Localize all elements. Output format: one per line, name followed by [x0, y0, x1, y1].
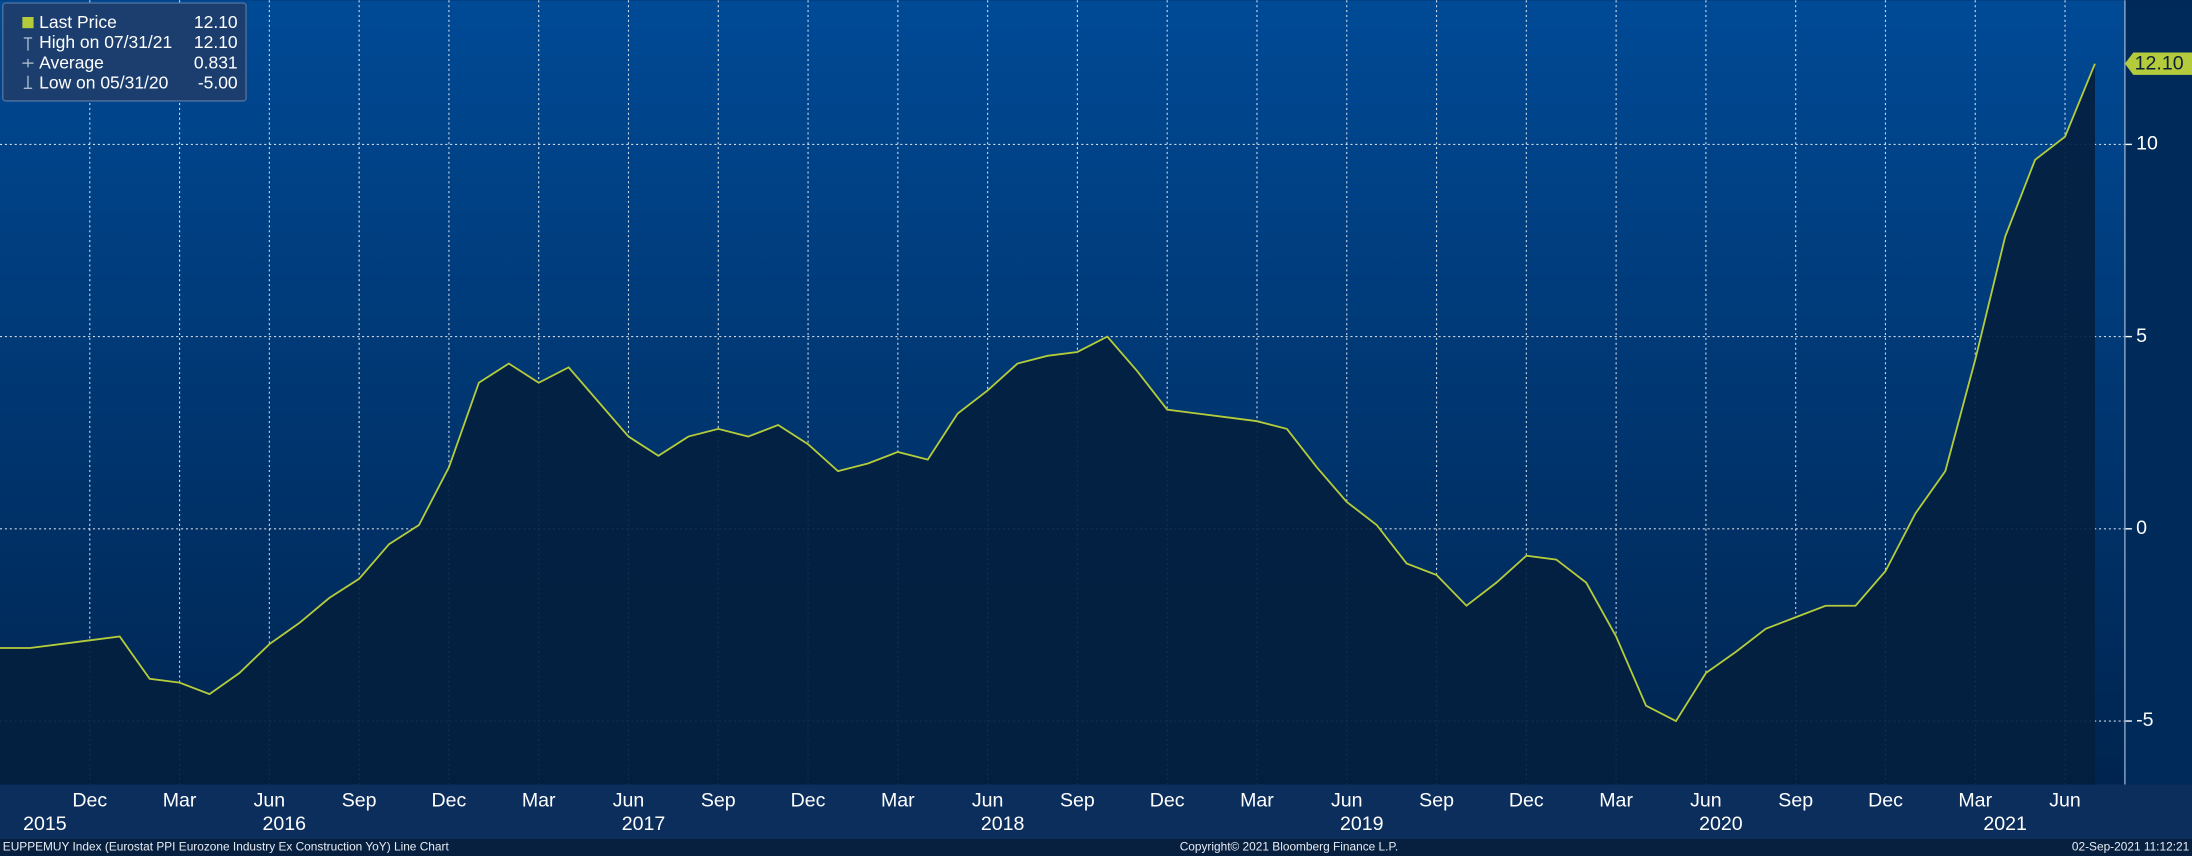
legend-swatch: [22, 17, 34, 29]
legend-label: Average: [39, 52, 104, 72]
x-tick-label: Dec: [791, 789, 826, 811]
area: [0, 63, 2095, 785]
x-tick-label: Jun: [1690, 789, 1722, 811]
x-tick-label: Jun: [254, 789, 286, 811]
last-price-label: 12.10: [2135, 53, 2184, 75]
x-year-label: 2015: [23, 813, 67, 835]
x-tick-label: Mar: [1240, 789, 1274, 811]
legend-box: [2, 2, 247, 102]
x-tick-label: Sep: [1778, 789, 1813, 811]
x-year-label: 2021: [1983, 813, 2027, 835]
x-tick-label: Jun: [1331, 789, 1363, 811]
legend: Last Price 12.10 High on 07/31/21 12.10 …: [2, 2, 247, 102]
x-tick-label: Sep: [701, 789, 736, 811]
last-price-tag: [2124, 52, 2192, 75]
legend-label: Last Price: [39, 12, 117, 32]
legend-label: Low on 05/31/20: [39, 73, 168, 93]
x-tick-label: Mar: [881, 789, 915, 811]
axis-background: [2124, 0, 2192, 785]
x-axis-background: [0, 784, 2192, 839]
y-tick-label: 10: [2136, 133, 2158, 155]
x-year-label: 2019: [1340, 813, 1384, 835]
footer-background: [0, 839, 2192, 856]
x-tick-label: Mar: [1599, 789, 1633, 811]
x-tick-label: Dec: [1868, 789, 1903, 811]
x-year-label: 2018: [981, 813, 1025, 835]
y-tick-label: 0: [2136, 517, 2147, 539]
line: [0, 63, 2096, 723]
x-tick-label: Sep: [1060, 789, 1095, 811]
x-tick-label: Jun: [613, 789, 645, 811]
x-tick-label: Mar: [1958, 789, 1992, 811]
legend-value: -5.00: [198, 73, 238, 93]
x-year-label: 2017: [622, 813, 666, 835]
x-year-label: 2016: [263, 813, 307, 835]
legend-value: 12.10: [194, 32, 238, 52]
legend-value: 12.10: [194, 12, 238, 32]
footer-left: EUPPEMUY Index (Eurostat PPI Eurozone In…: [3, 840, 450, 854]
y-tick-label: 5: [2136, 325, 2147, 347]
x-year-label: 2020: [1699, 813, 1743, 835]
x-tick-label: Dec: [72, 789, 107, 811]
axes: -5 0 5 10 Dec Mar Jun Sep Dec Mar Jun Sep Dec Mar Jun S…: [23, 0, 2192, 835]
x-tick-label: Mar: [522, 789, 556, 811]
x-tick-label: Sep: [1419, 789, 1454, 811]
x-tick-label: Dec: [1150, 789, 1185, 811]
y-tick-label: -5: [2136, 709, 2154, 731]
legend-value: 0.831: [194, 52, 238, 72]
x-tick-label: Mar: [163, 789, 197, 811]
x-tick-label: Jun: [2049, 789, 2081, 811]
legend-label: High on 07/31/21: [39, 32, 172, 52]
marks: [0, 63, 2096, 785]
x-tick-label: Dec: [1509, 789, 1544, 811]
x-tick-label: Jun: [972, 789, 1004, 811]
footer-center: Copyright© 2021 Bloomberg Finance L.P.: [1180, 840, 1398, 854]
x-tick-label: Sep: [342, 789, 377, 811]
x-tick-label: Dec: [432, 789, 467, 811]
footer-right: 02-Sep-2021 11:12:21: [2072, 840, 2190, 854]
